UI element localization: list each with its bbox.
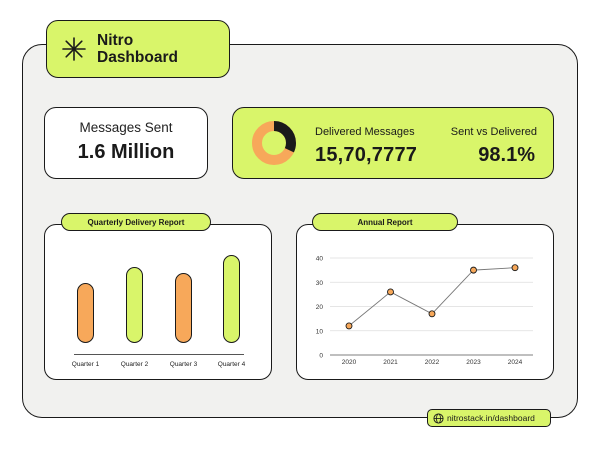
bar-2 bbox=[126, 267, 143, 343]
title-line-2: Dashboard bbox=[97, 49, 178, 66]
x-tick-label: 2021 bbox=[383, 359, 398, 366]
annual-chart-card bbox=[296, 224, 554, 380]
bar-label-1: Quarter 1 bbox=[71, 361, 100, 368]
bar-label-2: Quarter 2 bbox=[120, 361, 149, 368]
quarterly-chart-title: Quarterly Delivery Report bbox=[61, 213, 211, 231]
y-tick-label: 0 bbox=[319, 353, 323, 360]
dashboard-url[interactable]: nitrostack.in/dashboard bbox=[447, 413, 535, 423]
x-tick-label: 2023 bbox=[466, 359, 481, 366]
dashboard-url-badge[interactable]: nitrostack.in/dashboard bbox=[427, 409, 551, 427]
messages-sent-value: 1.6 Million bbox=[77, 141, 175, 163]
data-point bbox=[470, 266, 477, 274]
globe-icon bbox=[433, 412, 444, 424]
bar-label-4: Quarter 4 bbox=[217, 361, 246, 368]
x-tick-label: 2022 bbox=[425, 359, 440, 366]
delivery-donut-chart bbox=[252, 121, 296, 165]
asterisk-logo-icon bbox=[62, 37, 86, 61]
y-tick-label: 30 bbox=[316, 280, 324, 287]
title-line-1: Nitro bbox=[97, 32, 134, 49]
y-tick-label: 10 bbox=[316, 328, 324, 335]
bar-1 bbox=[77, 283, 94, 343]
bar-3 bbox=[175, 273, 192, 343]
delivered-value: 15,70,7777 bbox=[315, 144, 418, 166]
data-point bbox=[511, 264, 519, 272]
donut-dark-segment bbox=[252, 121, 296, 165]
annual-chart-title: Annual Report bbox=[312, 213, 458, 231]
title-card: Nitro Dashboard bbox=[46, 20, 230, 78]
annual-line-chart: 0 10 20 30 40 2020 2021 2022 2023 2024 bbox=[316, 256, 533, 366]
y-tick-label: 40 bbox=[316, 256, 324, 263]
bar-4 bbox=[223, 255, 240, 343]
data-point bbox=[387, 288, 394, 296]
y-tick-label: 20 bbox=[316, 304, 324, 311]
page-title: Nitro Dashboard bbox=[97, 32, 178, 66]
sent-vs-delivered-value: 98.1% bbox=[478, 144, 535, 166]
delivered-card: Delivered Messages 15,70,7777 Sent vs De… bbox=[232, 107, 554, 179]
x-tick-label: 2020 bbox=[342, 359, 357, 366]
bar-label-3: Quarter 3 bbox=[169, 361, 198, 368]
delivered-label: Delivered Messages bbox=[315, 126, 415, 138]
bar-chart-axis bbox=[74, 354, 244, 355]
messages-sent-label: Messages Sent bbox=[79, 120, 173, 135]
data-point bbox=[345, 322, 353, 330]
data-point bbox=[428, 310, 436, 318]
sent-vs-delivered-label: Sent vs Delivered bbox=[450, 126, 537, 138]
x-tick-label: 2024 bbox=[508, 359, 523, 366]
messages-sent-card: Messages Sent 1.6 Million bbox=[44, 107, 208, 179]
